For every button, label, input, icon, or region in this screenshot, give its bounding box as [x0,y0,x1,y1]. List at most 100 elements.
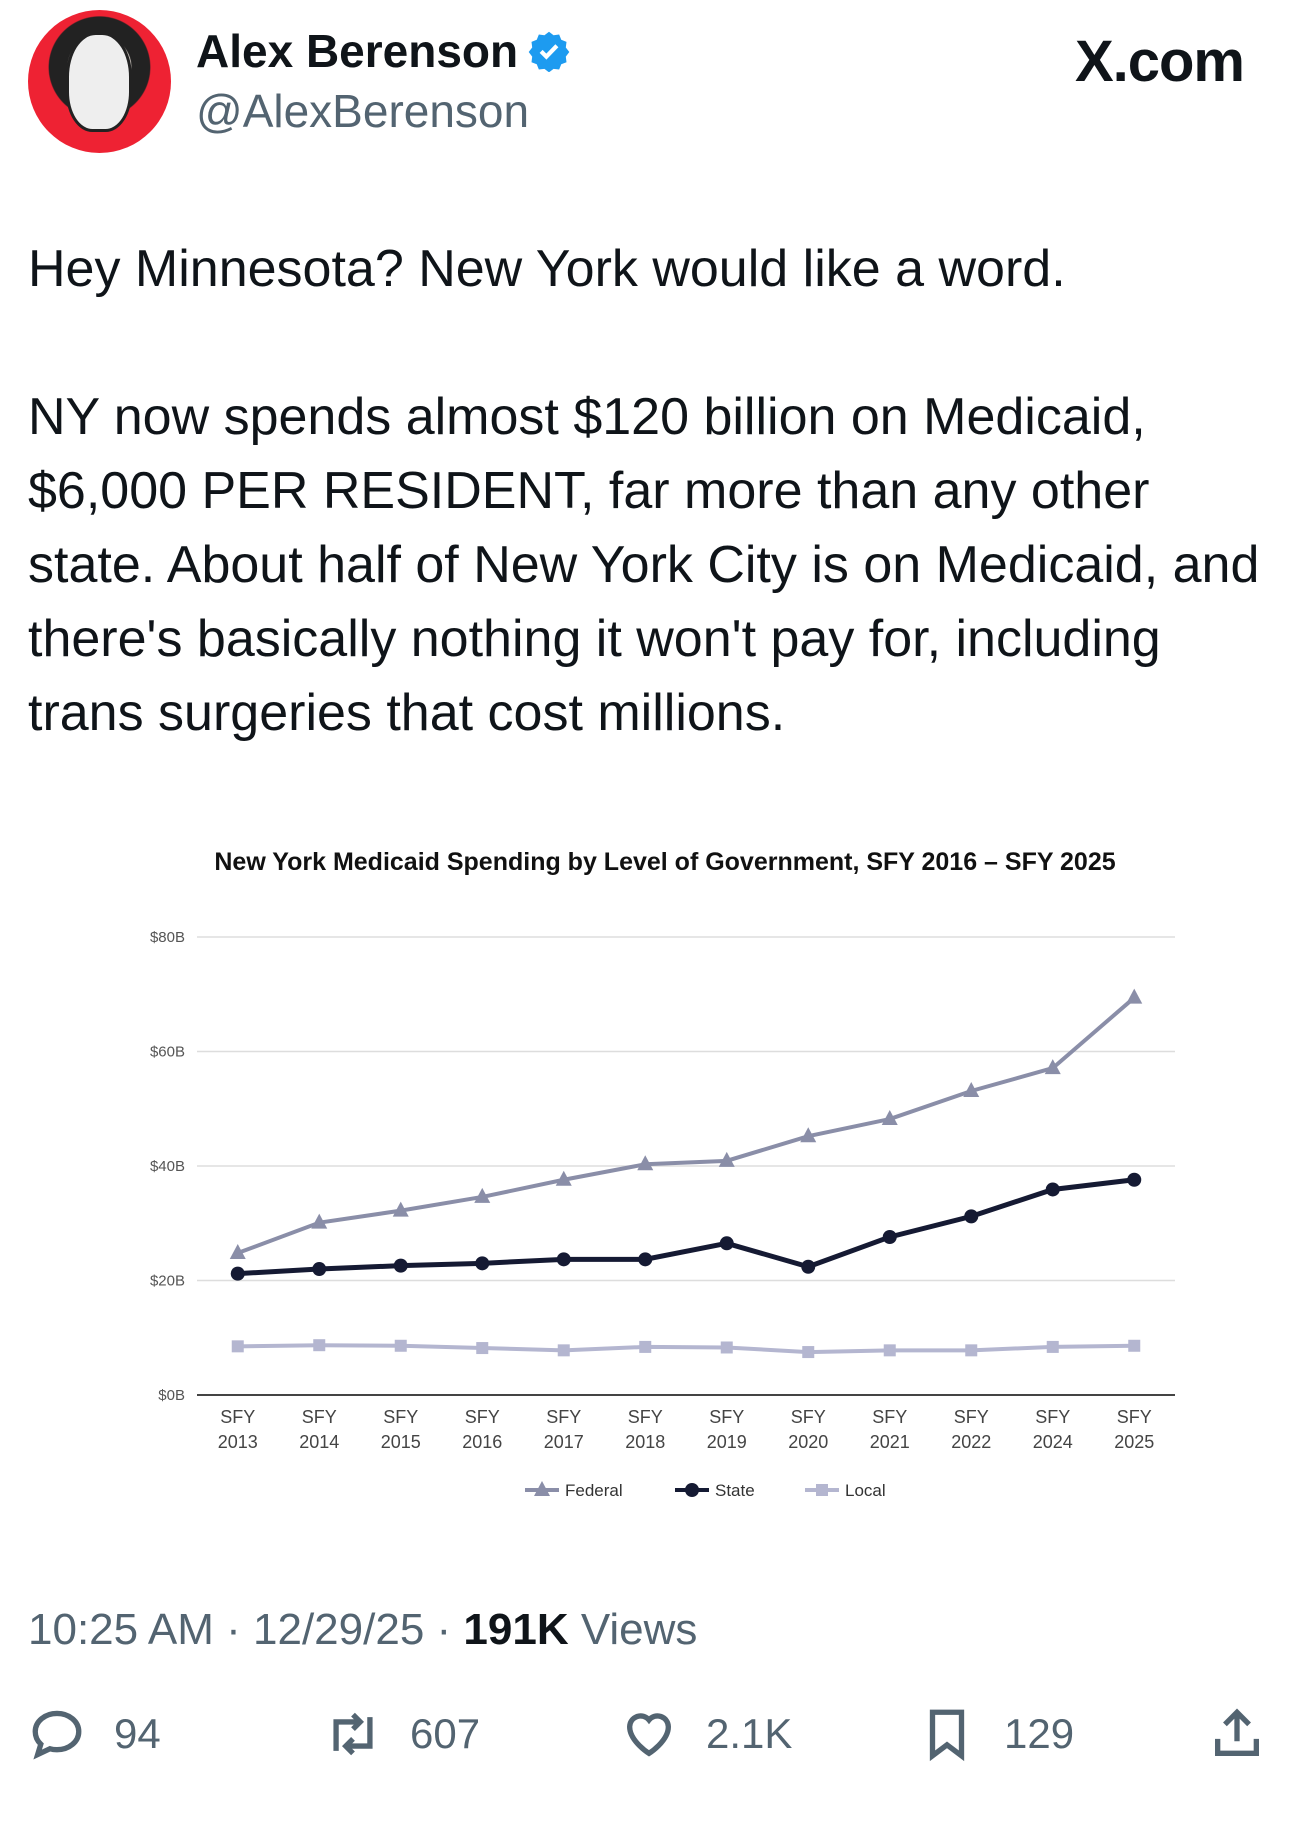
data-point-local [802,1346,815,1359]
x-tick-label: 2024 [1033,1432,1073,1452]
views-count: 191K [463,1605,569,1654]
x-tick-label: 2017 [544,1432,584,1452]
share-icon [1215,1708,1259,1756]
like-button[interactable]: 2.1K [620,1705,792,1763]
views-label: Views [580,1605,698,1654]
x-tick-label: 2014 [299,1432,339,1452]
data-point-state [719,1236,734,1251]
x-tick-label: SFY [1035,1407,1070,1427]
data-point-federal [555,1170,572,1186]
x-tick-label: SFY [220,1407,255,1427]
data-point-local [313,1339,326,1352]
date[interactable]: 12/29/25 [253,1605,425,1654]
tweet-paragraph: Hey Minnesota? New York would like a wor… [28,240,1066,298]
legend-label: Local [845,1481,886,1500]
y-tick-label: $60B [150,1044,185,1061]
share-button[interactable] [1208,1705,1266,1763]
verified-badge-icon [528,31,570,72]
tweet-paragraph: NY now spends almost $120 billion on Med… [28,388,1260,742]
data-point-local [720,1341,733,1354]
legend-marker-state [685,1483,699,1497]
x-tick-label: SFY [1117,1407,1152,1427]
data-point-federal [474,1187,491,1203]
x-tick-label: 2018 [625,1432,665,1452]
time[interactable]: 10:25 AM [28,1605,214,1654]
data-point-state [312,1262,327,1277]
legend-label: State [715,1481,755,1500]
y-tick-label: $20B [150,1273,185,1290]
tweet-text: Hey Minnesota? New York would like a wor… [28,232,1268,824]
site-logo: X.com [1074,29,1245,94]
avatar-face [66,32,132,132]
author-handle[interactable]: @AlexBerenson [196,85,530,137]
data-point-federal [229,1244,246,1260]
data-point-state [475,1256,490,1271]
x-tick-label: SFY [302,1407,337,1427]
author-avatar[interactable] [28,10,171,153]
sep: · [213,1605,254,1654]
data-point-state [882,1229,897,1244]
legend-label: Federal [565,1481,623,1500]
data-point-state [1127,1172,1142,1187]
data-point-local [1046,1340,1059,1353]
data-point-state [964,1209,979,1224]
data-point-federal [311,1213,328,1229]
data-point-state [638,1252,653,1267]
y-tick-label: $80B [150,929,185,946]
x-tick-label: 2021 [870,1432,910,1452]
author-name-text: Alex Berenson [196,25,519,77]
repost-icon [333,1712,373,1756]
bookmark-button[interactable]: 129 [918,1705,1074,1763]
data-point-state [230,1266,245,1281]
repost-button[interactable]: 607 [324,1705,480,1763]
reply-count: 94 [114,1710,161,1757]
x-tick-label: SFY [709,1407,744,1427]
x-tick-label: SFY [791,1407,826,1427]
data-point-federal [392,1201,409,1217]
author-name[interactable]: Alex Berenson [196,24,570,78]
data-point-federal [963,1082,980,1098]
data-point-federal [1126,988,1143,1004]
like-count: 2.1K [706,1710,793,1757]
data-point-federal [1044,1059,1061,1075]
x-tick-label: SFY [628,1407,663,1427]
data-point-local [394,1339,407,1352]
data-point-local [965,1344,978,1357]
x-tick-label: 2013 [218,1432,258,1452]
y-tick-label: $40B [150,1158,185,1175]
x-tick-label: 2025 [1114,1432,1154,1452]
x-tick-label: SFY [383,1407,418,1427]
data-point-state [801,1259,816,1274]
data-point-federal [718,1151,735,1167]
medicaid-chart[interactable]: New York Medicaid Spending by Level of G… [130,830,1200,1520]
x-tick-label: SFY [872,1407,907,1427]
series-line-federal [237,996,1136,1255]
reply-button[interactable]: 94 [28,1705,161,1763]
series-line-state [237,1177,1135,1277]
bookmark-count: 129 [1004,1710,1075,1757]
data-point-local [476,1342,489,1355]
data-point-local [639,1340,652,1353]
data-point-state [556,1252,571,1267]
data-point-local [557,1344,570,1357]
x-tick-label: 2015 [381,1432,421,1452]
x-tick-label: 2019 [707,1432,747,1452]
data-point-state [1045,1182,1060,1197]
heart-icon [627,1713,671,1757]
data-point-federal [637,1155,654,1171]
legend-marker-local [816,1484,828,1496]
data-point-federal [800,1127,817,1143]
data-point-local [1128,1339,1141,1352]
sep: · [424,1605,464,1654]
x-tick-label: 2016 [462,1432,502,1452]
data-point-local [231,1340,244,1353]
y-tick-label: $0B [158,1387,185,1404]
bookmark-icon [929,1709,965,1762]
reply-icon [32,1710,82,1760]
series-line-local [237,1343,1135,1355]
x-tick-label: 2020 [788,1432,828,1452]
x-tick-label: 2022 [951,1432,991,1452]
repost-count: 607 [410,1710,481,1757]
x-tick-label: SFY [954,1407,989,1427]
x-tick-label: SFY [546,1407,581,1427]
